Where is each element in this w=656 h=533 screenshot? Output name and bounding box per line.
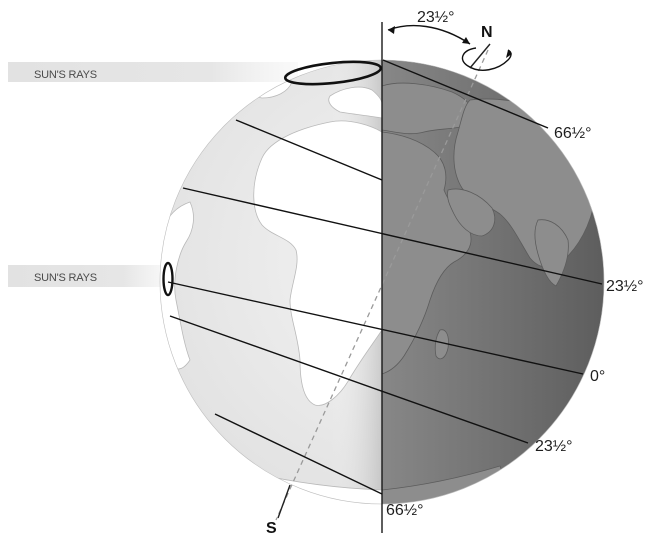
globe [160, 60, 604, 504]
latitude-line-arctic [382, 59, 549, 129]
latitude-label-antarctic: 66½° [386, 502, 424, 519]
latitude-line-equator [167, 281, 584, 375]
latitude-label-arctic: 66½° [554, 125, 592, 142]
tilt-angle-arc [387, 25, 471, 45]
rotation-arrowhead [506, 50, 512, 58]
latitude-label-equator: 0° [590, 368, 605, 385]
latitude-label-tropic-south: 23½° [535, 438, 573, 455]
tilt-angle-label: 23½° [417, 9, 455, 26]
latitude-line-tropic-south [169, 315, 529, 444]
sun-rays-band-upper [8, 62, 298, 82]
latitude-line-arctic-left [235, 119, 383, 181]
latitude-line-tropic-north [182, 187, 603, 285]
axis-south-stub [277, 484, 291, 519]
axis-north-stub [469, 43, 491, 69]
south-pole-label: S [266, 520, 277, 533]
sun-rays-label-lower: SUN'S RAYS [34, 272, 97, 284]
sunlight-ellipse-tropic [162, 261, 174, 297]
tilt-arc-arrowhead-right [462, 37, 470, 44]
latitude-label-tropic-north: 23½° [606, 278, 644, 295]
latitude-line-antarctic [214, 413, 383, 495]
sunlight-ellipse-arctic [283, 60, 383, 86]
north-pole-label: N [481, 24, 493, 41]
sun-rays-label-upper: SUN'S RAYS [34, 69, 97, 81]
latitude-lines [167, 59, 603, 495]
tilt-arc-arrowhead-left [388, 26, 395, 34]
sun-rays-band-lower [8, 265, 173, 287]
earth-axis [275, 49, 489, 521]
